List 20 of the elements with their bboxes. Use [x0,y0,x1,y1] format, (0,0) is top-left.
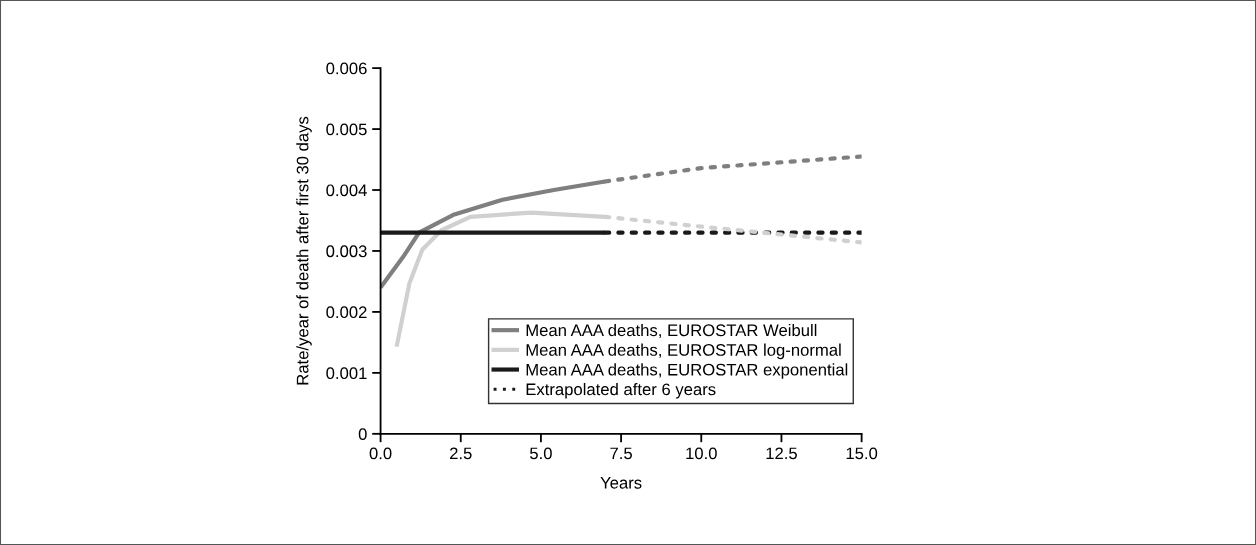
y-tick-label: 0.003 [326,245,367,258]
legend-label: Mean AAA deaths, EUROSTAR Weibull [526,323,817,339]
legend-label: Mean AAA deaths, EUROSTAR exponential [526,363,848,379]
legend-label: Mean AAA deaths, EUROSTAR log-normal [526,343,841,360]
x-tick-label: 5.0 [530,447,552,460]
y-tick-label: 0.004 [326,184,367,197]
legend-label: Extrapolated after 6 years [526,383,716,399]
y-tick-label: 0 [358,428,367,441]
x-tick-label: 0.0 [369,447,392,460]
y-tick-label: 0.002 [326,306,367,319]
x-axis-title: Years [600,477,642,489]
y-tick-label: 0.001 [326,367,367,380]
x-tick-label: 7.5 [610,447,632,460]
x-tick-label: 15.0 [846,447,878,460]
y-tick-label: 0.006 [326,62,367,75]
y-tick-label: 0.005 [326,123,367,136]
x-tick-label: 2.5 [450,447,472,460]
x-tick-label: 10.0 [686,447,717,460]
y-axis-title: Rate/year of death after first 30 days [296,116,312,385]
x-tick-label: 12.5 [766,447,797,460]
